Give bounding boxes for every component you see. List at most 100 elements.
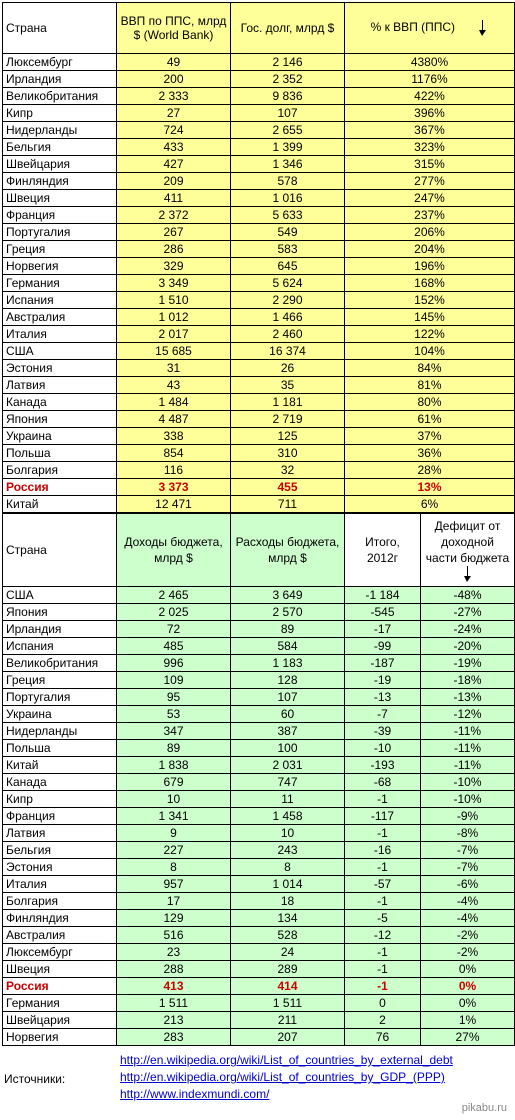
table-row: Италия 957 1 014 -57 -6% (2, 875, 515, 893)
cell-deficit: -2% (420, 943, 515, 961)
table-row: Эстония 8 8 -1 -7% (2, 858, 515, 876)
cell-expense: 1 183 (230, 654, 345, 672)
cell-debt: 2 146 (230, 53, 345, 71)
debt-table-header: Страна ВВП по ППС, млрд $ (World Bank) Г… (2, 2, 515, 54)
table-row: Германия 3 349 5 624 168% (2, 274, 515, 292)
cell-deficit: -8% (420, 824, 515, 842)
cell-pct: 315% (344, 155, 515, 173)
cell-pct: 4380% (344, 53, 515, 71)
cell-deficit: -27% (420, 603, 515, 621)
cell-country: Швейцария (2, 155, 117, 173)
cell-country: Бельгия (2, 138, 117, 156)
cell-debt: 16 374 (230, 342, 345, 360)
table-row: Канада 679 747 -68 -10% (2, 773, 515, 791)
cell-gdp: 329 (116, 257, 231, 275)
cell-country: Франция (2, 807, 117, 825)
sources-label: Источники: (4, 1072, 66, 1086)
cell-income: 996 (116, 654, 231, 672)
cell-pct: 1176% (344, 70, 515, 88)
cell-gdp: 1 510 (116, 291, 231, 309)
table-row: США 15 685 16 374 104% (2, 342, 515, 360)
table-row: Кипр 10 11 -1 -10% (2, 790, 515, 808)
table-row: Эстония 31 26 84% (2, 359, 515, 377)
cell-total: -39 (344, 722, 421, 740)
cell-country: Россия (2, 977, 117, 995)
cell-country: Болгария (2, 892, 117, 910)
cell-debt: 32 (230, 461, 345, 479)
cell-expense: 89 (230, 620, 345, 638)
cell-gdp: 116 (116, 461, 231, 479)
source-link[interactable]: http://en.wikipedia.org/wiki/List_of_cou… (120, 1070, 445, 1084)
cell-gdp: 209 (116, 172, 231, 190)
cell-pct: 61% (344, 410, 515, 428)
cell-country: Швейцария (2, 1011, 117, 1029)
cell-deficit: 27% (420, 1028, 515, 1046)
cell-country: Россия (2, 478, 117, 496)
cell-country: Великобритания (2, 87, 117, 105)
cell-gdp: 2 017 (116, 325, 231, 343)
cell-deficit: 0% (420, 960, 515, 978)
cell-country: Болгария (2, 461, 117, 479)
table-row: Польша 89 100 -10 -11% (2, 739, 515, 757)
cell-total: -5 (344, 909, 421, 927)
cell-total: -19 (344, 671, 421, 689)
cell-total: -12 (344, 926, 421, 944)
cell-income: 485 (116, 637, 231, 655)
table-row: Ирландия 72 89 -17 -24% (2, 620, 515, 638)
budget-table: Страна Доходы бюджета, млрд $ Расходы бю… (2, 513, 515, 1046)
cell-total: -7 (344, 705, 421, 723)
cell-pct: 422% (344, 87, 515, 105)
cell-deficit: -11% (420, 756, 515, 774)
cell-expense: 24 (230, 943, 345, 961)
table-row: Нидерланды 347 387 -39 -11% (2, 722, 515, 740)
table-row: Греция 286 583 204% (2, 240, 515, 258)
cell-deficit: -11% (420, 722, 515, 740)
cell-pct: 28% (344, 461, 515, 479)
cell-country: Украина (2, 427, 117, 445)
table-row: Ирландия 200 2 352 1176% (2, 70, 515, 88)
table-row: Италия 2 017 2 460 122% (2, 325, 515, 343)
cell-debt: 2 290 (230, 291, 345, 309)
source-link[interactable]: http://en.wikipedia.org/wiki/List_of_cou… (120, 1053, 453, 1067)
cell-debt: 107 (230, 104, 345, 122)
cell-total: -1 (344, 943, 421, 961)
table-row: Бельгия 433 1 399 323% (2, 138, 515, 156)
header-debt: Гос. долг, млрд $ (230, 2, 345, 54)
cell-country: Польша (2, 444, 117, 462)
header-expense: Расходы бюджета, млрд $ (230, 513, 345, 587)
cell-expense: 1 014 (230, 875, 345, 893)
cell-pct: 367% (344, 121, 515, 139)
cell-total: -17 (344, 620, 421, 638)
cell-income: 95 (116, 688, 231, 706)
cell-expense: 11 (230, 790, 345, 808)
cell-expense: 60 (230, 705, 345, 723)
cell-gdp: 433 (116, 138, 231, 156)
cell-country: Швеция (2, 189, 117, 207)
header-total: Итого, 2012г (344, 513, 421, 587)
cell-country: Канада (2, 773, 117, 791)
source-link[interactable]: http://www.indexmundi.com/ (120, 1087, 270, 1101)
cell-expense: 387 (230, 722, 345, 740)
cell-income: 347 (116, 722, 231, 740)
cell-deficit: -20% (420, 637, 515, 655)
cell-total: -1 184 (344, 586, 421, 604)
cell-expense: 243 (230, 841, 345, 859)
cell-total: -187 (344, 654, 421, 672)
cell-deficit: -9% (420, 807, 515, 825)
cell-country: Норвегия (2, 257, 117, 275)
cell-debt: 711 (230, 495, 345, 513)
cell-income: 227 (116, 841, 231, 859)
cell-pct: 323% (344, 138, 515, 156)
cell-deficit: -4% (420, 892, 515, 910)
cell-country: Италия (2, 875, 117, 893)
table-row: Финляндия 209 578 277% (2, 172, 515, 190)
cell-country: Германия (2, 994, 117, 1012)
cell-debt: 549 (230, 223, 345, 241)
cell-pct: 37% (344, 427, 515, 445)
cell-country: Нидерланды (2, 722, 117, 740)
cell-debt: 26 (230, 359, 345, 377)
table-row: Австралия 516 528 -12 -2% (2, 926, 515, 944)
header-gdp: ВВП по ППС, млрд $ (World Bank) (116, 2, 231, 54)
table-row: Латвия 43 35 81% (2, 376, 515, 394)
budget-table-header: Страна Доходы бюджета, млрд $ Расходы бю… (2, 513, 515, 587)
